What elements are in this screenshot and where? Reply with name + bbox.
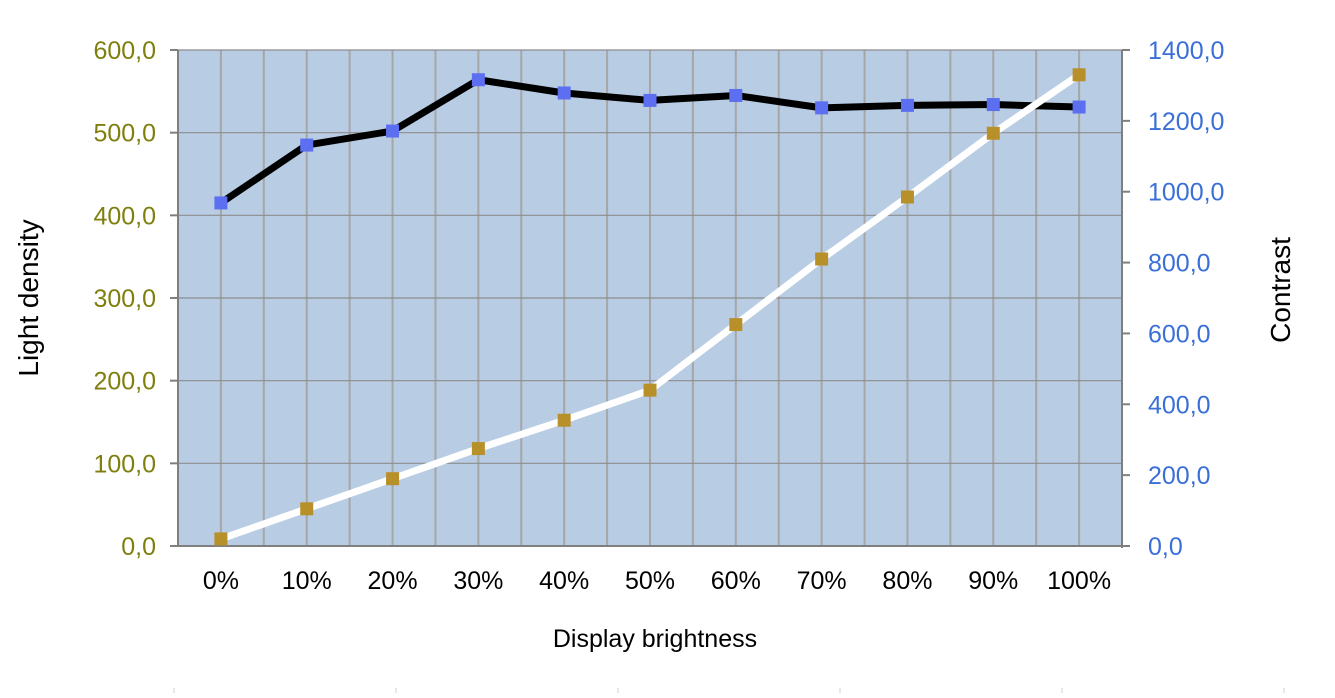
y-left-tick-label: 500,0 bbox=[93, 120, 156, 148]
bottom-divider-marks bbox=[173, 688, 1285, 693]
series-1-point bbox=[815, 101, 829, 115]
series-1-point bbox=[471, 73, 485, 87]
x-tick-label: 50% bbox=[625, 567, 675, 595]
series-1-point bbox=[729, 88, 743, 102]
series-group bbox=[214, 68, 1086, 546]
y-right-tick-label: 600,0 bbox=[1148, 320, 1211, 348]
x-tick-label: 60% bbox=[711, 567, 761, 595]
x-tick-label: 40% bbox=[539, 567, 589, 595]
series-1-point bbox=[643, 93, 657, 107]
y-axis-left-title: Light density bbox=[13, 219, 44, 376]
series-1-point bbox=[1072, 100, 1086, 114]
series-1-point bbox=[986, 98, 1000, 112]
series-2-point bbox=[1072, 68, 1086, 82]
series-2-point bbox=[986, 126, 1000, 140]
x-tick-label: 20% bbox=[368, 567, 418, 595]
series-2-point bbox=[557, 413, 571, 427]
series-2-point bbox=[729, 318, 743, 332]
y-right-tick-label: 200,0 bbox=[1148, 462, 1211, 490]
series-2-point bbox=[386, 472, 400, 486]
series-1-point bbox=[386, 124, 400, 138]
series-2-point bbox=[214, 532, 228, 546]
x-tick-label: 80% bbox=[882, 567, 932, 595]
y-right-tick-label: 400,0 bbox=[1148, 391, 1211, 419]
y-right-tick-label: 1000,0 bbox=[1148, 179, 1224, 207]
y-left-tick-label: 0,0 bbox=[121, 533, 156, 561]
series-1-point bbox=[557, 86, 571, 100]
y-left-tick-label: 200,0 bbox=[93, 368, 156, 396]
series-2-point bbox=[815, 252, 829, 266]
x-tick-label: 90% bbox=[968, 567, 1018, 595]
x-tick-label: 100% bbox=[1047, 567, 1111, 595]
series-2-point bbox=[300, 502, 314, 516]
x-tick-label: 70% bbox=[797, 567, 847, 595]
series-2-point bbox=[900, 190, 914, 204]
series-1-point bbox=[214, 196, 228, 210]
y-left-tick-label: 600,0 bbox=[93, 37, 156, 65]
tick-labels: 0,0 100,0 200,0 300,0 400,0 500,0 600,0 0,0 200,… bbox=[93, 37, 1224, 595]
x-tick-label: 30% bbox=[453, 567, 503, 595]
x-axis-title: Display brightness bbox=[553, 625, 757, 653]
series-1-point bbox=[300, 138, 314, 152]
y-left-tick-label: 100,0 bbox=[93, 450, 156, 478]
series-2-point bbox=[471, 442, 485, 456]
axes bbox=[170, 49, 1130, 548]
series-2-point bbox=[643, 383, 657, 397]
y-right-tick-label: 0,0 bbox=[1148, 533, 1183, 561]
x-tick-label: 0% bbox=[203, 567, 239, 595]
series-1-point bbox=[900, 98, 914, 112]
y-right-tick-label: 1200,0 bbox=[1148, 108, 1224, 136]
y-left-tick-label: 300,0 bbox=[93, 285, 156, 313]
x-tick-label: 10% bbox=[282, 567, 332, 595]
y-right-tick-label: 800,0 bbox=[1148, 250, 1211, 278]
y-left-tick-label: 400,0 bbox=[93, 202, 156, 230]
y-axis-right-title: Contrast bbox=[1265, 237, 1296, 343]
y-right-tick-label: 1400,0 bbox=[1148, 37, 1224, 65]
